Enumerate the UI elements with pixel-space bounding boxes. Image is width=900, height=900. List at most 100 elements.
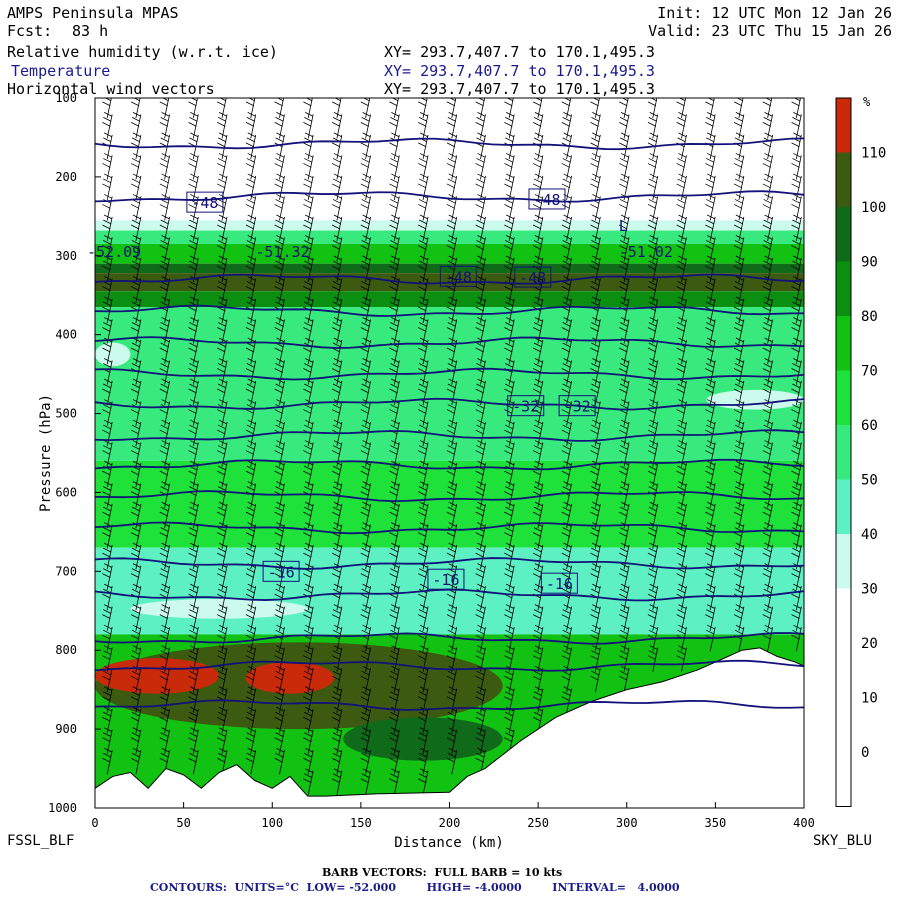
wind-barb [733, 624, 745, 652]
wind-barb [102, 153, 113, 180]
wind-barb [733, 419, 745, 447]
wind-barb [791, 378, 802, 406]
wind-barb [647, 378, 659, 406]
wind-barb [676, 317, 687, 344]
contour-label: -16 [268, 563, 295, 581]
wind-barb [791, 583, 802, 611]
wind-barb [389, 317, 400, 344]
wind-barb [217, 563, 228, 590]
wind-barb [217, 98, 227, 118]
wind-barb [217, 276, 228, 303]
wind-barb [303, 645, 314, 672]
wind-barb [676, 358, 687, 385]
wind-barb [561, 235, 573, 262]
wind-barb [331, 624, 343, 652]
wind-barb [446, 173, 458, 201]
wind-barb [389, 624, 400, 652]
wind-barb [130, 98, 141, 118]
wind-barb [590, 460, 601, 488]
wind-barb [446, 317, 458, 344]
wind-barb [418, 624, 429, 652]
wind-barb [274, 624, 285, 652]
wind-barb [159, 624, 171, 652]
wind-barb [418, 419, 429, 447]
wind-barb [647, 583, 659, 611]
wind-barb [705, 132, 716, 159]
wind-barb [188, 440, 199, 467]
wind-barb [188, 317, 199, 344]
wind-barb [303, 194, 314, 221]
wind-barb [532, 399, 544, 426]
wind-barb [360, 604, 372, 631]
wind-barb [188, 706, 199, 734]
wind-barb [217, 296, 228, 324]
wind-barb [705, 173, 716, 201]
wind-barb [647, 645, 659, 672]
wind-barb [360, 337, 372, 365]
wind-barb [331, 173, 343, 201]
forecast-hours: 83 h [72, 22, 109, 40]
wind-barb [274, 440, 285, 467]
wind-barb [130, 624, 142, 652]
wind-barb [360, 98, 371, 118]
wind-barb [590, 276, 601, 303]
wind-barb [619, 153, 630, 180]
wind-barb [446, 296, 458, 324]
wind-barb [504, 132, 515, 159]
wind-barb [590, 173, 601, 201]
temperature-contour [95, 137, 804, 151]
wind-barb [590, 235, 601, 262]
wind-barb [130, 481, 142, 508]
wind-barb [274, 296, 285, 324]
x-tick-label: 400 [793, 816, 815, 830]
wind-barb [590, 624, 601, 652]
rh-patch [95, 342, 131, 367]
wind-barb [762, 98, 773, 118]
wind-barb [532, 460, 544, 488]
wind-barb [676, 563, 687, 590]
wind-barb [418, 768, 429, 795]
wind-barb [274, 645, 285, 672]
wind-barb [705, 194, 716, 221]
wind-barb [590, 665, 601, 693]
wind-barb [446, 542, 458, 570]
wind-barb [561, 112, 573, 139]
wind-barb [389, 276, 400, 303]
wind-barb [360, 768, 372, 795]
wind-barb [418, 460, 429, 488]
wind-barb [331, 337, 343, 365]
wind-barb [360, 686, 372, 713]
colorbar-swatch [836, 588, 851, 643]
wind-barb [475, 98, 486, 118]
wind-barb [791, 317, 802, 344]
axes-layer: 0 50 100 150 200 250 300 350 400 100 200 300 400 500 6… [38, 91, 815, 851]
wind-barb [303, 378, 314, 406]
y-tick-label: 900 [55, 722, 77, 736]
x-tick-label: 150 [350, 816, 372, 830]
y-tick-label: 600 [55, 485, 77, 499]
colorbar-tick-label: 80 [861, 309, 878, 325]
wind-barb [303, 98, 313, 118]
wind-barb [159, 419, 171, 447]
wind-barb [733, 337, 745, 365]
wind-barb [504, 399, 515, 426]
wind-barb [705, 522, 716, 549]
wind-barb [733, 358, 745, 385]
wind-barb [590, 440, 601, 467]
wind-barb [446, 624, 458, 652]
field-rh-label: Relative humidity (w.r.t. ice) [7, 43, 278, 61]
wind-barb [188, 686, 199, 713]
wind-barb [418, 296, 429, 324]
wind-barb [733, 194, 745, 221]
wind-barb [446, 419, 458, 447]
wind-barb [130, 173, 142, 201]
colorbar-swatch [836, 207, 851, 262]
wind-barb [418, 399, 429, 426]
wind-barb [188, 173, 199, 201]
wind-barb [561, 399, 573, 426]
wind-barb [619, 583, 630, 611]
wind-barb [590, 604, 601, 631]
wind-barb [274, 706, 285, 734]
wind-barb [590, 296, 601, 324]
wind-barb [791, 194, 802, 221]
